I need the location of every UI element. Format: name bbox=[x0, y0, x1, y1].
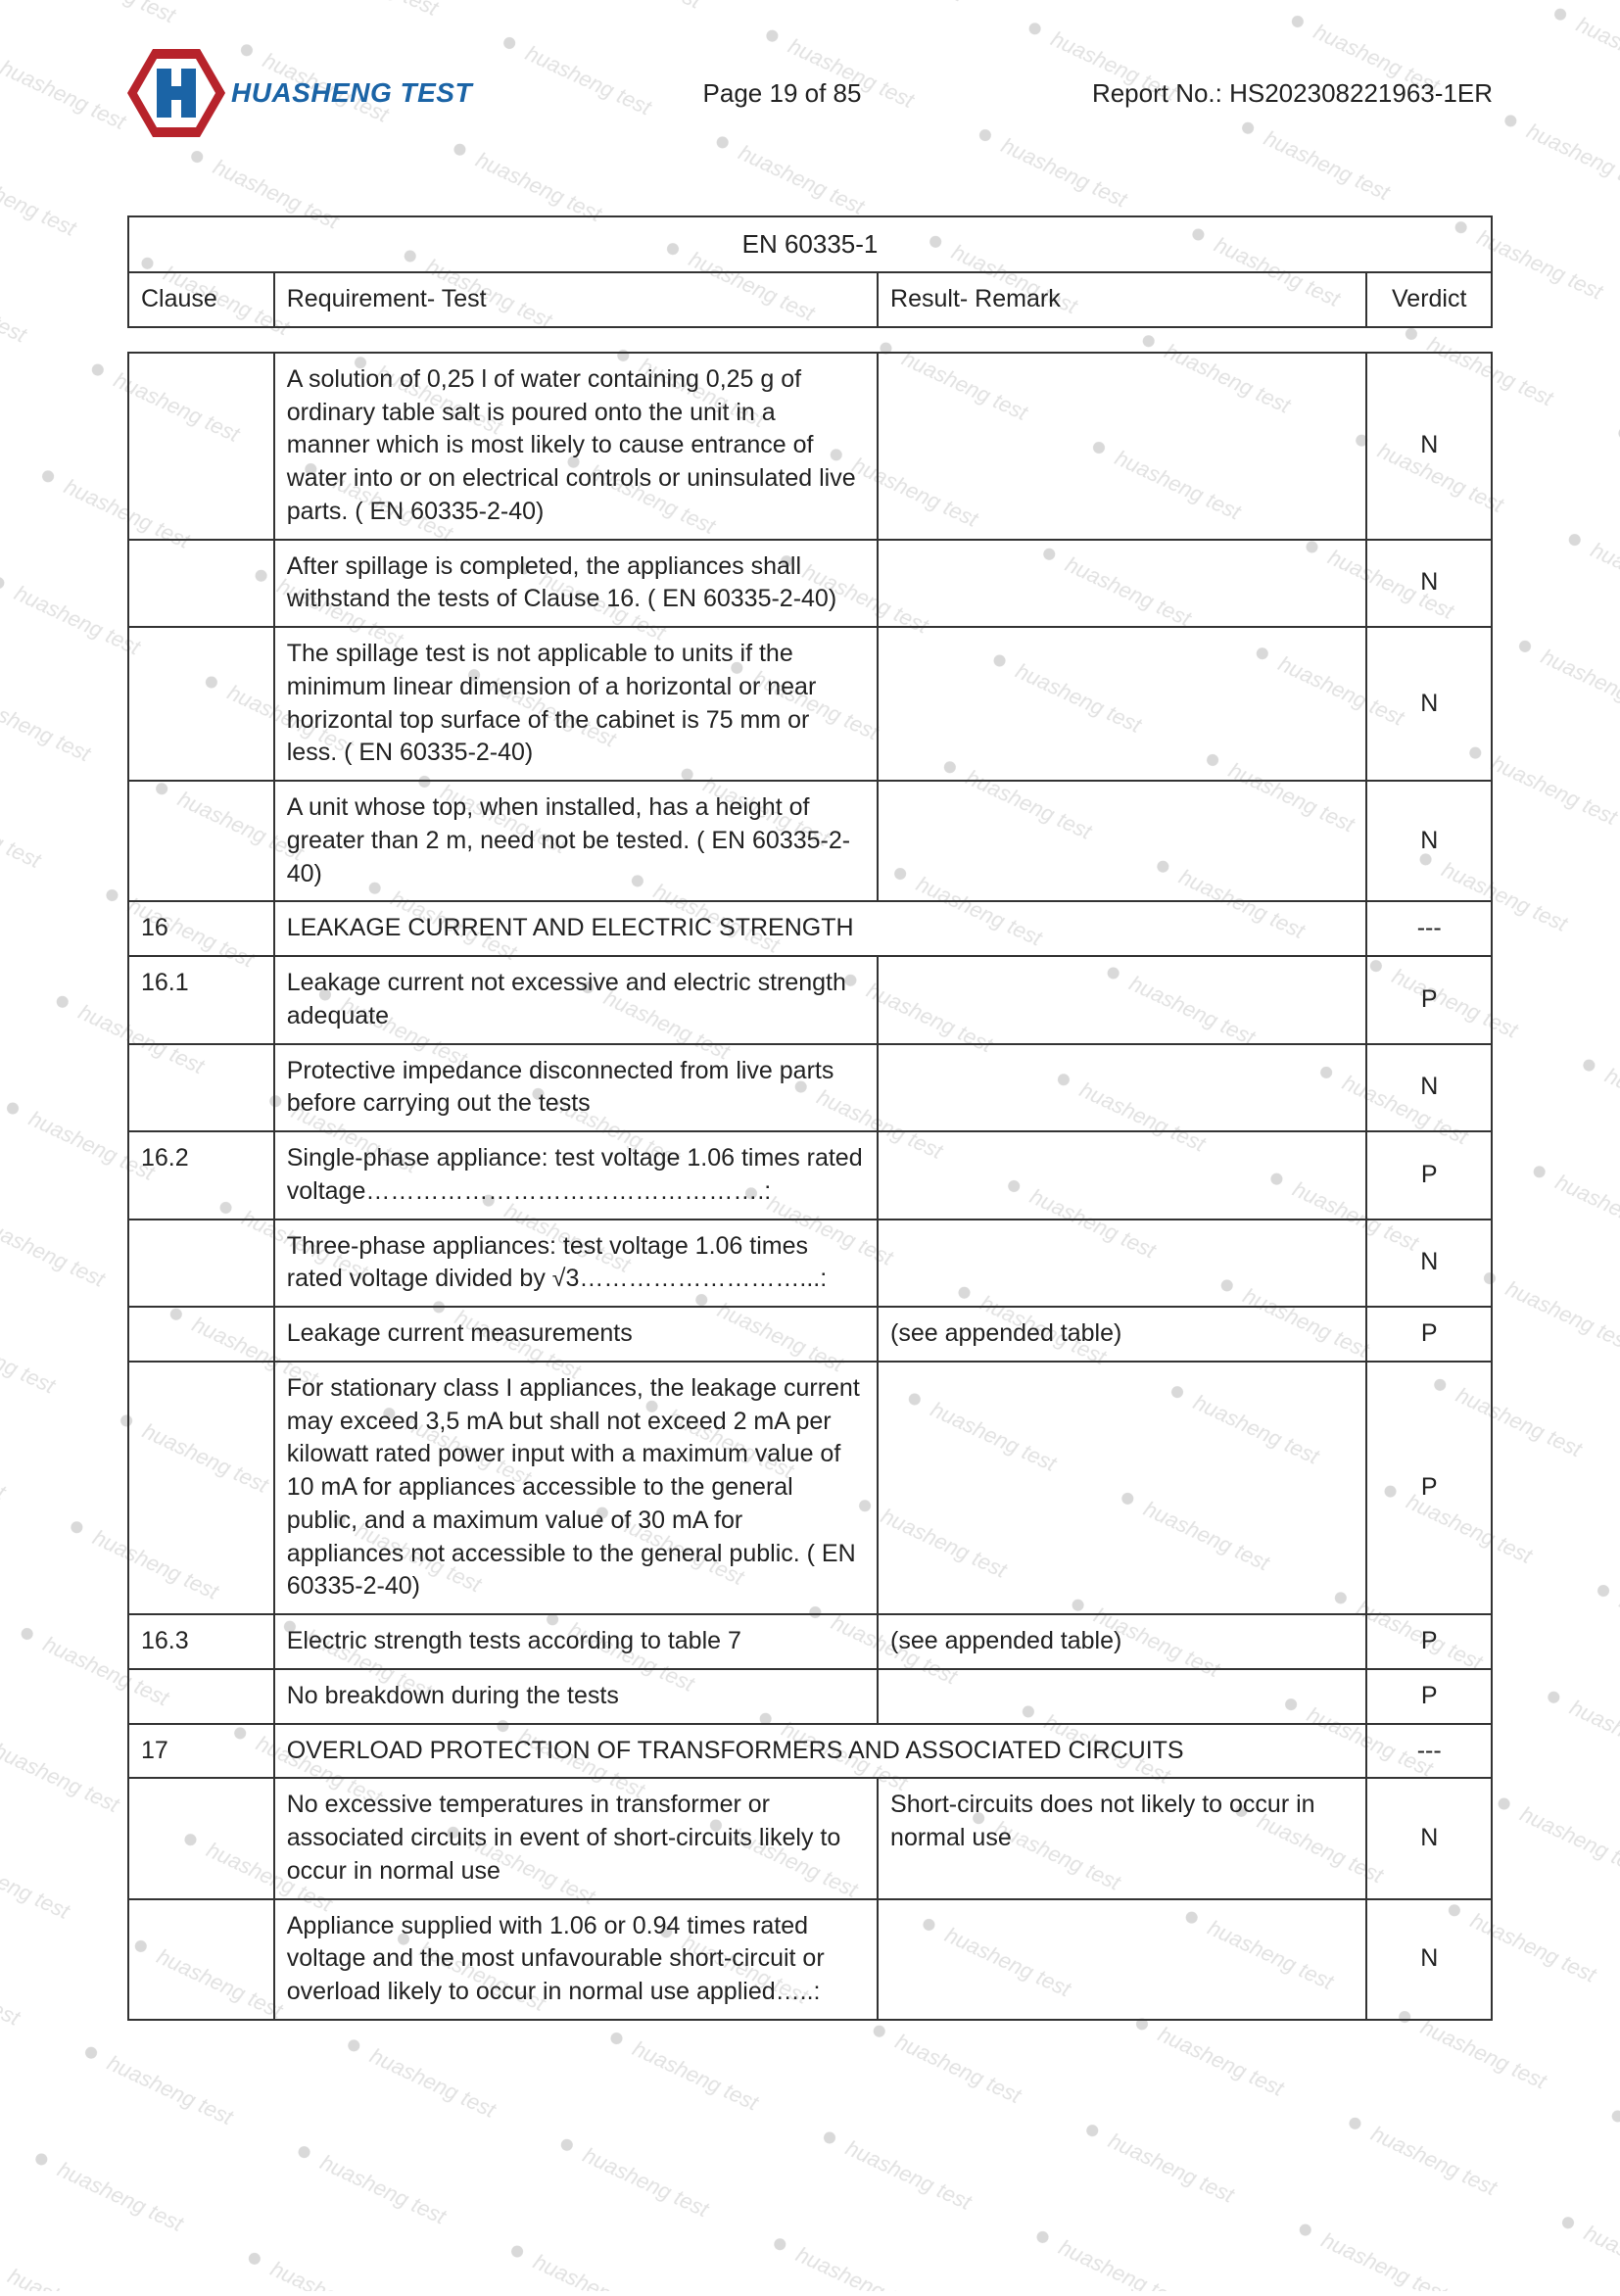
result-cell bbox=[878, 1669, 1366, 1724]
table-row: No excessive temperatures in transformer… bbox=[128, 1778, 1492, 1898]
report-number: Report No.: HS202308221963-1ER bbox=[1092, 78, 1493, 109]
clause-cell: 17 bbox=[128, 1724, 274, 1779]
table-row: The spillage test is not applicable to u… bbox=[128, 627, 1492, 781]
requirement-cell: Electric strength tests according to tab… bbox=[274, 1614, 878, 1669]
result-cell bbox=[878, 353, 1366, 540]
verdict-cell: N bbox=[1366, 353, 1492, 540]
clause-cell bbox=[128, 1362, 274, 1614]
result-cell bbox=[878, 1899, 1366, 2020]
table-row: 17OVERLOAD PROTECTION OF TRANSFORMERS AN… bbox=[128, 1724, 1492, 1779]
page-number: Page 19 of 85 bbox=[703, 78, 862, 109]
table-row: For stationary class I appliances, the l… bbox=[128, 1362, 1492, 1614]
result-cell: Short-circuits does not likely to occur … bbox=[878, 1778, 1366, 1898]
requirement-cell: Leakage current not excessive and electr… bbox=[274, 956, 878, 1044]
result-cell bbox=[878, 781, 1366, 901]
result-cell bbox=[878, 1362, 1366, 1614]
requirement-cell: Single-phase appliance: test voltage 1.0… bbox=[274, 1131, 878, 1220]
clause-cell bbox=[128, 781, 274, 901]
logo-icon bbox=[127, 49, 225, 137]
table-row: After spillage is completed, the applian… bbox=[128, 540, 1492, 628]
clause-cell bbox=[128, 1778, 274, 1898]
verdict-cell: N bbox=[1366, 1899, 1492, 2020]
clause-cell bbox=[128, 1044, 274, 1132]
requirement-cell: The spillage test is not applicable to u… bbox=[274, 627, 878, 781]
brand-text: HUASHENG TEST bbox=[231, 77, 472, 109]
clause-cell bbox=[128, 1899, 274, 2020]
verdict-cell: N bbox=[1366, 1220, 1492, 1308]
clause-cell: 16.2 bbox=[128, 1131, 274, 1220]
clause-cell bbox=[128, 353, 274, 540]
result-cell bbox=[878, 540, 1366, 628]
table-row: Three-phase appliances: test voltage 1.0… bbox=[128, 1220, 1492, 1308]
logo-block: HUASHENG TEST bbox=[127, 49, 472, 137]
result-cell bbox=[878, 1044, 1366, 1132]
clause-cell bbox=[128, 1669, 274, 1724]
verdict-cell: P bbox=[1366, 1307, 1492, 1362]
result-cell bbox=[878, 956, 1366, 1044]
clause-cell: 16.3 bbox=[128, 1614, 274, 1669]
result-cell: (see appended table) bbox=[878, 1614, 1366, 1669]
table-row: Leakage current measurements(see appende… bbox=[128, 1307, 1492, 1362]
result-cell bbox=[878, 627, 1366, 781]
table-row: 16.1Leakage current not excessive and el… bbox=[128, 956, 1492, 1044]
requirement-cell: Three-phase appliances: test voltage 1.0… bbox=[274, 1220, 878, 1308]
standard-title: EN 60335-1 bbox=[128, 216, 1492, 272]
verdict-cell: P bbox=[1366, 1669, 1492, 1724]
verdict-cell: N bbox=[1366, 627, 1492, 781]
clause-cell: 16.1 bbox=[128, 956, 274, 1044]
verdict-cell: P bbox=[1366, 956, 1492, 1044]
requirement-cell: A solution of 0,25 l of water containing… bbox=[274, 353, 878, 540]
requirement-cell: No excessive temperatures in transformer… bbox=[274, 1778, 878, 1898]
clause-cell bbox=[128, 1220, 274, 1308]
result-cell bbox=[878, 1131, 1366, 1220]
clause-cell bbox=[128, 1307, 274, 1362]
col-header-result: Result- Remark bbox=[878, 272, 1366, 327]
verdict-cell: N bbox=[1366, 1044, 1492, 1132]
verdict-cell: --- bbox=[1366, 901, 1492, 956]
requirement-cell: LEAKAGE CURRENT AND ELECTRIC STRENGTH bbox=[274, 901, 1367, 956]
col-header-clause: Clause bbox=[128, 272, 274, 327]
verdict-cell: N bbox=[1366, 540, 1492, 628]
table-row: Protective impedance disconnected from l… bbox=[128, 1044, 1492, 1132]
verdict-cell: --- bbox=[1366, 1724, 1492, 1779]
requirement-cell: Appliance supplied with 1.06 or 0.94 tim… bbox=[274, 1899, 878, 2020]
requirement-cell: For stationary class I appliances, the l… bbox=[274, 1362, 878, 1614]
result-cell: (see appended table) bbox=[878, 1307, 1366, 1362]
col-header-requirement: Requirement- Test bbox=[274, 272, 878, 327]
verdict-cell: N bbox=[1366, 1778, 1492, 1898]
header-table: EN 60335-1 Clause Requirement- Test Resu… bbox=[127, 215, 1493, 328]
requirement-cell: OVERLOAD PROTECTION OF TRANSFORMERS AND … bbox=[274, 1724, 1367, 1779]
table-row: 16.3Electric strength tests according to… bbox=[128, 1614, 1492, 1669]
clause-cell bbox=[128, 627, 274, 781]
col-header-verdict: Verdict bbox=[1366, 272, 1492, 327]
table-row: No breakdown during the tests P bbox=[128, 1669, 1492, 1724]
table-row: Appliance supplied with 1.06 or 0.94 tim… bbox=[128, 1899, 1492, 2020]
requirement-cell: Protective impedance disconnected from l… bbox=[274, 1044, 878, 1132]
requirements-table: A solution of 0,25 l of water containing… bbox=[127, 352, 1493, 2021]
requirement-cell: No breakdown during the tests bbox=[274, 1669, 878, 1724]
requirement-cell: A unit whose top, when installed, has a … bbox=[274, 781, 878, 901]
verdict-cell: P bbox=[1366, 1362, 1492, 1614]
page-header: HUASHENG TEST Page 19 of 85 Report No.: … bbox=[127, 39, 1493, 147]
verdict-cell: N bbox=[1366, 781, 1492, 901]
requirement-cell: After spillage is completed, the applian… bbox=[274, 540, 878, 628]
verdict-cell: P bbox=[1366, 1614, 1492, 1669]
table-row: A solution of 0,25 l of water containing… bbox=[128, 353, 1492, 540]
table-row: 16.2Single-phase appliance: test voltage… bbox=[128, 1131, 1492, 1220]
table-row: 16LEAKAGE CURRENT AND ELECTRIC STRENGTH-… bbox=[128, 901, 1492, 956]
clause-cell bbox=[128, 540, 274, 628]
requirement-cell: Leakage current measurements bbox=[274, 1307, 878, 1362]
table-row: A unit whose top, when installed, has a … bbox=[128, 781, 1492, 901]
verdict-cell: P bbox=[1366, 1131, 1492, 1220]
clause-cell: 16 bbox=[128, 901, 274, 956]
result-cell bbox=[878, 1220, 1366, 1308]
